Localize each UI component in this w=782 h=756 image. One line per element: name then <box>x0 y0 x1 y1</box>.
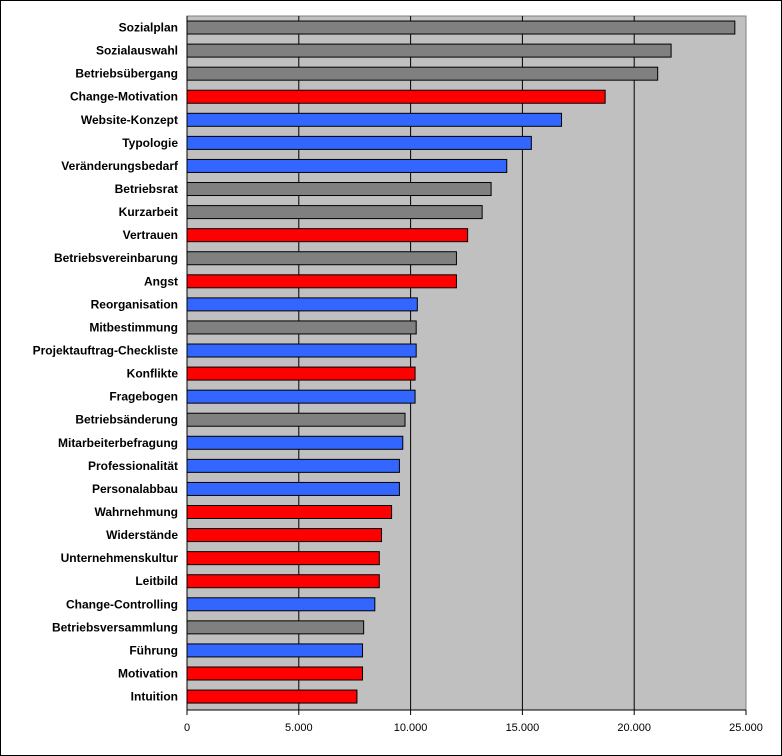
category-label: Wahrnehmung <box>94 505 178 519</box>
gridlines <box>298 16 635 710</box>
bar <box>186 366 416 381</box>
bar <box>186 412 406 427</box>
x-tick-label: 5.000 <box>285 722 313 734</box>
bar <box>186 528 383 543</box>
bar <box>186 551 380 566</box>
bar <box>186 251 457 266</box>
category-label: Motivation <box>118 666 178 680</box>
category-label: Betriebsversammlung <box>52 620 178 634</box>
category-label: Angst <box>144 274 178 288</box>
category-label: Fragebogen <box>109 390 178 404</box>
x-tick-label: 25.000 <box>729 722 763 734</box>
bar <box>186 297 418 312</box>
x-tick-label: 0 <box>184 722 190 734</box>
category-label: Website-Konzept <box>81 113 178 127</box>
bar <box>186 20 736 35</box>
category-label: Betriebsrat <box>115 182 178 196</box>
bar <box>186 135 532 150</box>
bar <box>186 620 365 635</box>
category-label: Betriebsänderung <box>75 413 178 427</box>
category-label: Sozialauswahl <box>96 44 178 58</box>
category-label: Vertrauen <box>123 228 178 242</box>
bar <box>186 458 400 473</box>
category-label: Konflikte <box>127 367 179 381</box>
x-tick-label: 10.000 <box>394 722 428 734</box>
bar <box>186 205 483 220</box>
category-label: Kurzarbeit <box>119 205 178 219</box>
x-tick-label: 20.000 <box>617 722 651 734</box>
bar <box>186 643 364 658</box>
category-label: Leitbild <box>135 574 178 588</box>
bar <box>186 481 400 496</box>
bar <box>186 343 417 358</box>
category-label: Reorganisation <box>91 297 178 311</box>
category-label: Unternehmenskultur <box>61 551 179 565</box>
category-label: Führung <box>129 643 178 657</box>
bars <box>186 20 736 704</box>
x-tick-label: 15.000 <box>506 722 540 734</box>
category-label: Betriebsübergang <box>75 67 178 81</box>
category-label: Sozialplan <box>119 21 178 35</box>
category-label: Personalabbau <box>92 482 178 496</box>
bar <box>186 574 380 589</box>
bar <box>186 89 606 104</box>
bar <box>186 689 358 704</box>
category-label: Betriebsvereinbarung <box>54 251 178 265</box>
bar <box>186 274 457 289</box>
category-label: Mitarbeiterbefragung <box>58 436 178 450</box>
category-label: Widerstände <box>106 528 178 542</box>
category-labels: Sozialplan Sozialauswahl Betriebsübergang C… <box>33 21 179 704</box>
category-label: Change-Controlling <box>66 597 178 611</box>
category-label: Mitbestimmung <box>89 320 178 334</box>
category-label: Veränderungsbedarf <box>61 159 179 173</box>
bar <box>186 597 376 612</box>
x-axis: 0 5.000 10.000 15.000 20.000 25.000 <box>184 16 763 734</box>
bar <box>186 389 416 404</box>
category-label: Typologie <box>122 136 178 150</box>
category-label: Projektauftrag-Checkliste <box>33 344 179 358</box>
bar <box>186 228 469 243</box>
bar <box>186 435 404 450</box>
bar <box>186 182 492 197</box>
category-label: Professionalität <box>88 459 178 473</box>
category-label: Intuition <box>131 690 178 704</box>
plot-area <box>186 15 747 711</box>
bar <box>186 320 417 335</box>
bar <box>186 43 672 58</box>
bar <box>186 666 364 681</box>
bar <box>186 158 508 173</box>
bar <box>186 505 393 520</box>
bar <box>186 112 563 127</box>
bar <box>186 66 659 81</box>
category-label: Change-Motivation <box>70 90 178 104</box>
